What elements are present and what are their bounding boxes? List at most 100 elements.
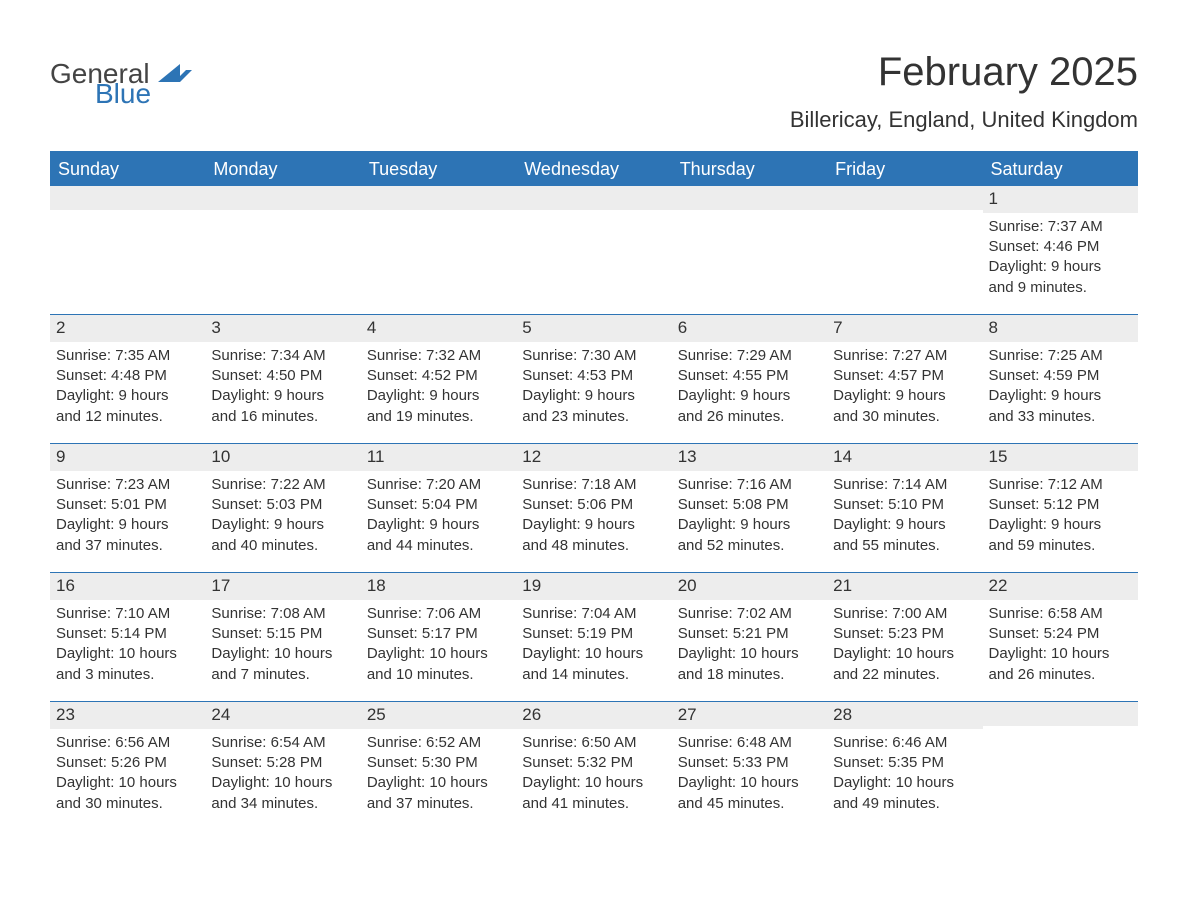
- calendar-day-cell: 5Sunrise: 7:30 AMSunset: 4:53 PMDaylight…: [516, 315, 671, 443]
- day-number: 9: [50, 444, 205, 471]
- day-daylight2: and 52 minutes.: [678, 536, 821, 556]
- calendar-day-cell: [516, 186, 671, 314]
- day-info: Sunrise: 7:25 AMSunset: 4:59 PMDaylight:…: [983, 342, 1138, 435]
- day-daylight1: Daylight: 10 hours: [833, 773, 976, 793]
- weekday-header: Wednesday: [516, 153, 671, 186]
- day-number: 16: [50, 573, 205, 600]
- day-sunrise: Sunrise: 7:10 AM: [56, 604, 199, 624]
- day-daylight1: Daylight: 9 hours: [522, 515, 665, 535]
- calendar-day-cell: 24Sunrise: 6:54 AMSunset: 5:28 PMDayligh…: [205, 702, 360, 830]
- calendar-day-cell: 23Sunrise: 6:56 AMSunset: 5:26 PMDayligh…: [50, 702, 205, 830]
- brand-logo: General Blue: [50, 60, 192, 108]
- day-number: 1: [983, 186, 1138, 213]
- day-sunset: Sunset: 5:35 PM: [833, 753, 976, 773]
- day-daylight1: Daylight: 10 hours: [367, 644, 510, 664]
- day-sunset: Sunset: 5:32 PM: [522, 753, 665, 773]
- calendar-day-cell: [827, 186, 982, 314]
- day-daylight1: Daylight: 9 hours: [211, 386, 354, 406]
- day-sunset: Sunset: 5:30 PM: [367, 753, 510, 773]
- day-daylight1: Daylight: 10 hours: [56, 773, 199, 793]
- day-daylight2: and 41 minutes.: [522, 794, 665, 814]
- day-info: Sunrise: 7:29 AMSunset: 4:55 PMDaylight:…: [672, 342, 827, 435]
- day-daylight1: Daylight: 9 hours: [678, 386, 821, 406]
- day-sunrise: Sunrise: 7:20 AM: [367, 475, 510, 495]
- day-daylight2: and 44 minutes.: [367, 536, 510, 556]
- day-daylight1: Daylight: 10 hours: [56, 644, 199, 664]
- calendar-day-cell: [983, 702, 1138, 830]
- day-info: Sunrise: 7:37 AMSunset: 4:46 PMDaylight:…: [983, 213, 1138, 306]
- day-sunset: Sunset: 4:50 PM: [211, 366, 354, 386]
- calendar-day-cell: [50, 186, 205, 314]
- day-daylight2: and 34 minutes.: [211, 794, 354, 814]
- day-sunrise: Sunrise: 7:29 AM: [678, 346, 821, 366]
- day-info: Sunrise: 6:54 AMSunset: 5:28 PMDaylight:…: [205, 729, 360, 822]
- day-daylight2: and 10 minutes.: [367, 665, 510, 685]
- day-sunrise: Sunrise: 6:54 AM: [211, 733, 354, 753]
- day-daylight1: Daylight: 9 hours: [833, 386, 976, 406]
- day-number: [983, 702, 1138, 726]
- day-number: 18: [361, 573, 516, 600]
- day-daylight2: and 22 minutes.: [833, 665, 976, 685]
- day-info: Sunrise: 7:30 AMSunset: 4:53 PMDaylight:…: [516, 342, 671, 435]
- day-number: 8: [983, 315, 1138, 342]
- day-number: 19: [516, 573, 671, 600]
- day-daylight1: Daylight: 10 hours: [833, 644, 976, 664]
- day-daylight1: Daylight: 9 hours: [678, 515, 821, 535]
- day-number: 2: [50, 315, 205, 342]
- day-info: Sunrise: 7:14 AMSunset: 5:10 PMDaylight:…: [827, 471, 982, 564]
- calendar-day-cell: 22Sunrise: 6:58 AMSunset: 5:24 PMDayligh…: [983, 573, 1138, 701]
- calendar-week-row: 16Sunrise: 7:10 AMSunset: 5:14 PMDayligh…: [50, 572, 1138, 701]
- day-daylight1: Daylight: 9 hours: [989, 515, 1132, 535]
- day-info: Sunrise: 6:52 AMSunset: 5:30 PMDaylight:…: [361, 729, 516, 822]
- day-daylight1: Daylight: 9 hours: [56, 515, 199, 535]
- calendar-day-cell: 27Sunrise: 6:48 AMSunset: 5:33 PMDayligh…: [672, 702, 827, 830]
- day-daylight2: and 18 minutes.: [678, 665, 821, 685]
- day-sunrise: Sunrise: 7:14 AM: [833, 475, 976, 495]
- day-number: 10: [205, 444, 360, 471]
- day-sunset: Sunset: 5:21 PM: [678, 624, 821, 644]
- day-number: 26: [516, 702, 671, 729]
- day-sunrise: Sunrise: 7:16 AM: [678, 475, 821, 495]
- day-daylight2: and 12 minutes.: [56, 407, 199, 427]
- day-sunset: Sunset: 5:10 PM: [833, 495, 976, 515]
- flag-icon: [158, 64, 192, 88]
- calendar-day-cell: 19Sunrise: 7:04 AMSunset: 5:19 PMDayligh…: [516, 573, 671, 701]
- day-info: Sunrise: 7:10 AMSunset: 5:14 PMDaylight:…: [50, 600, 205, 693]
- day-number: 21: [827, 573, 982, 600]
- day-daylight2: and 3 minutes.: [56, 665, 199, 685]
- calendar-day-cell: 28Sunrise: 6:46 AMSunset: 5:35 PMDayligh…: [827, 702, 982, 830]
- day-daylight2: and 49 minutes.: [833, 794, 976, 814]
- day-sunset: Sunset: 4:52 PM: [367, 366, 510, 386]
- day-sunset: Sunset: 4:59 PM: [989, 366, 1132, 386]
- day-number: 25: [361, 702, 516, 729]
- day-number: [50, 186, 205, 210]
- day-info: Sunrise: 7:16 AMSunset: 5:08 PMDaylight:…: [672, 471, 827, 564]
- day-sunrise: Sunrise: 7:12 AM: [989, 475, 1132, 495]
- day-daylight2: and 55 minutes.: [833, 536, 976, 556]
- day-sunset: Sunset: 5:26 PM: [56, 753, 199, 773]
- day-info: Sunrise: 7:00 AMSunset: 5:23 PMDaylight:…: [827, 600, 982, 693]
- day-info: Sunrise: 7:02 AMSunset: 5:21 PMDaylight:…: [672, 600, 827, 693]
- day-number: 22: [983, 573, 1138, 600]
- day-number: 7: [827, 315, 982, 342]
- day-daylight2: and 48 minutes.: [522, 536, 665, 556]
- calendar-day-cell: 7Sunrise: 7:27 AMSunset: 4:57 PMDaylight…: [827, 315, 982, 443]
- day-daylight1: Daylight: 9 hours: [211, 515, 354, 535]
- day-sunset: Sunset: 5:15 PM: [211, 624, 354, 644]
- day-daylight2: and 16 minutes.: [211, 407, 354, 427]
- calendar-day-cell: 18Sunrise: 7:06 AMSunset: 5:17 PMDayligh…: [361, 573, 516, 701]
- day-daylight2: and 40 minutes.: [211, 536, 354, 556]
- day-number: 27: [672, 702, 827, 729]
- calendar-day-cell: 10Sunrise: 7:22 AMSunset: 5:03 PMDayligh…: [205, 444, 360, 572]
- day-sunrise: Sunrise: 7:06 AM: [367, 604, 510, 624]
- page-header: General Blue February 2025 Billericay, E…: [50, 50, 1138, 141]
- day-sunrise: Sunrise: 7:22 AM: [211, 475, 354, 495]
- calendar-day-cell: 3Sunrise: 7:34 AMSunset: 4:50 PMDaylight…: [205, 315, 360, 443]
- day-daylight2: and 45 minutes.: [678, 794, 821, 814]
- day-sunset: Sunset: 5:04 PM: [367, 495, 510, 515]
- day-number: 20: [672, 573, 827, 600]
- day-info: Sunrise: 7:06 AMSunset: 5:17 PMDaylight:…: [361, 600, 516, 693]
- weekday-header: Thursday: [672, 153, 827, 186]
- day-daylight1: Daylight: 9 hours: [367, 515, 510, 535]
- day-info: Sunrise: 6:56 AMSunset: 5:26 PMDaylight:…: [50, 729, 205, 822]
